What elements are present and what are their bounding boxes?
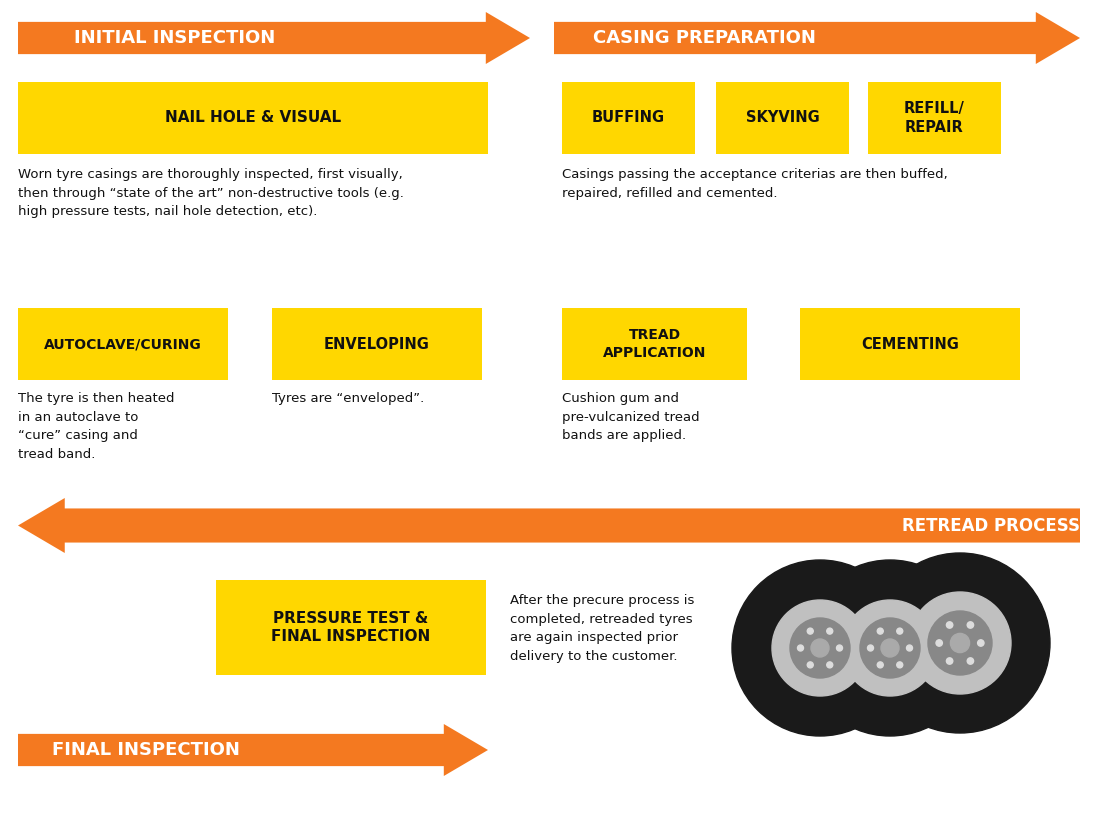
FancyBboxPatch shape xyxy=(562,308,747,380)
FancyBboxPatch shape xyxy=(18,82,488,154)
Text: After the precure process is
completed, retreaded tyres
are again inspected prio: After the precure process is completed, … xyxy=(510,594,695,663)
Polygon shape xyxy=(18,12,529,64)
Circle shape xyxy=(790,618,850,678)
Text: ENVELOPING: ENVELOPING xyxy=(324,336,430,352)
Text: BUFFING: BUFFING xyxy=(592,110,665,126)
Circle shape xyxy=(877,628,883,634)
Circle shape xyxy=(732,560,908,736)
Circle shape xyxy=(811,639,829,657)
Circle shape xyxy=(860,618,920,678)
Circle shape xyxy=(951,634,969,653)
Text: Worn tyre casings are thoroughly inspected, first visually,
then through “state : Worn tyre casings are thoroughly inspect… xyxy=(18,168,404,218)
Circle shape xyxy=(837,645,842,651)
Text: CASING PREPARATION: CASING PREPARATION xyxy=(593,29,815,47)
FancyBboxPatch shape xyxy=(272,308,482,380)
Circle shape xyxy=(798,645,803,651)
Text: INITIAL INSPECTION: INITIAL INSPECTION xyxy=(74,29,276,47)
FancyBboxPatch shape xyxy=(715,82,849,154)
Circle shape xyxy=(897,662,903,668)
Circle shape xyxy=(807,662,813,668)
Circle shape xyxy=(842,600,938,696)
Circle shape xyxy=(909,592,1011,694)
Text: Casings passing the acceptance criterias are then buffed,
repaired, refilled and: Casings passing the acceptance criterias… xyxy=(562,168,947,200)
Polygon shape xyxy=(554,12,1080,64)
Text: FINAL INSPECTION: FINAL INSPECTION xyxy=(53,741,240,759)
Text: The tyre is then heated
in an autoclave to
“cure” casing and
tread band.: The tyre is then heated in an autoclave … xyxy=(18,392,175,460)
FancyBboxPatch shape xyxy=(18,308,228,380)
Text: Cushion gum and
pre-vulcanized tread
bands are applied.: Cushion gum and pre-vulcanized tread ban… xyxy=(562,392,700,442)
Circle shape xyxy=(870,553,1050,733)
Circle shape xyxy=(807,628,813,634)
Circle shape xyxy=(946,621,953,628)
Circle shape xyxy=(827,628,833,634)
FancyBboxPatch shape xyxy=(868,82,1001,154)
Text: TREAD
APPLICATION: TREAD APPLICATION xyxy=(603,328,707,360)
Circle shape xyxy=(772,600,868,696)
Circle shape xyxy=(928,611,992,675)
Circle shape xyxy=(868,645,873,651)
Polygon shape xyxy=(18,724,488,776)
Circle shape xyxy=(881,639,899,657)
Text: REFILL/
REPAIR: REFILL/ REPAIR xyxy=(904,101,965,135)
Text: NAIL HOLE & VISUAL: NAIL HOLE & VISUAL xyxy=(165,110,341,126)
FancyBboxPatch shape xyxy=(562,82,695,154)
Circle shape xyxy=(978,640,984,646)
Text: CEMENTING: CEMENTING xyxy=(861,336,959,352)
Circle shape xyxy=(967,658,974,664)
Text: RETREAD PROCESS: RETREAD PROCESS xyxy=(901,516,1080,534)
Circle shape xyxy=(897,628,903,634)
Circle shape xyxy=(802,560,978,736)
FancyBboxPatch shape xyxy=(800,308,1020,380)
Circle shape xyxy=(936,640,942,646)
Circle shape xyxy=(827,662,833,668)
Text: SKYVING: SKYVING xyxy=(746,110,819,126)
Circle shape xyxy=(967,621,974,628)
Text: PRESSURE TEST &
FINAL INSPECTION: PRESSURE TEST & FINAL INSPECTION xyxy=(271,611,431,644)
FancyBboxPatch shape xyxy=(216,580,486,675)
Text: Tyres are “enveloped”.: Tyres are “enveloped”. xyxy=(272,392,424,405)
Text: AUTOCLAVE/CURING: AUTOCLAVE/CURING xyxy=(44,337,202,351)
Polygon shape xyxy=(18,498,1080,553)
Circle shape xyxy=(946,658,953,664)
Circle shape xyxy=(877,662,883,668)
Circle shape xyxy=(907,645,912,651)
